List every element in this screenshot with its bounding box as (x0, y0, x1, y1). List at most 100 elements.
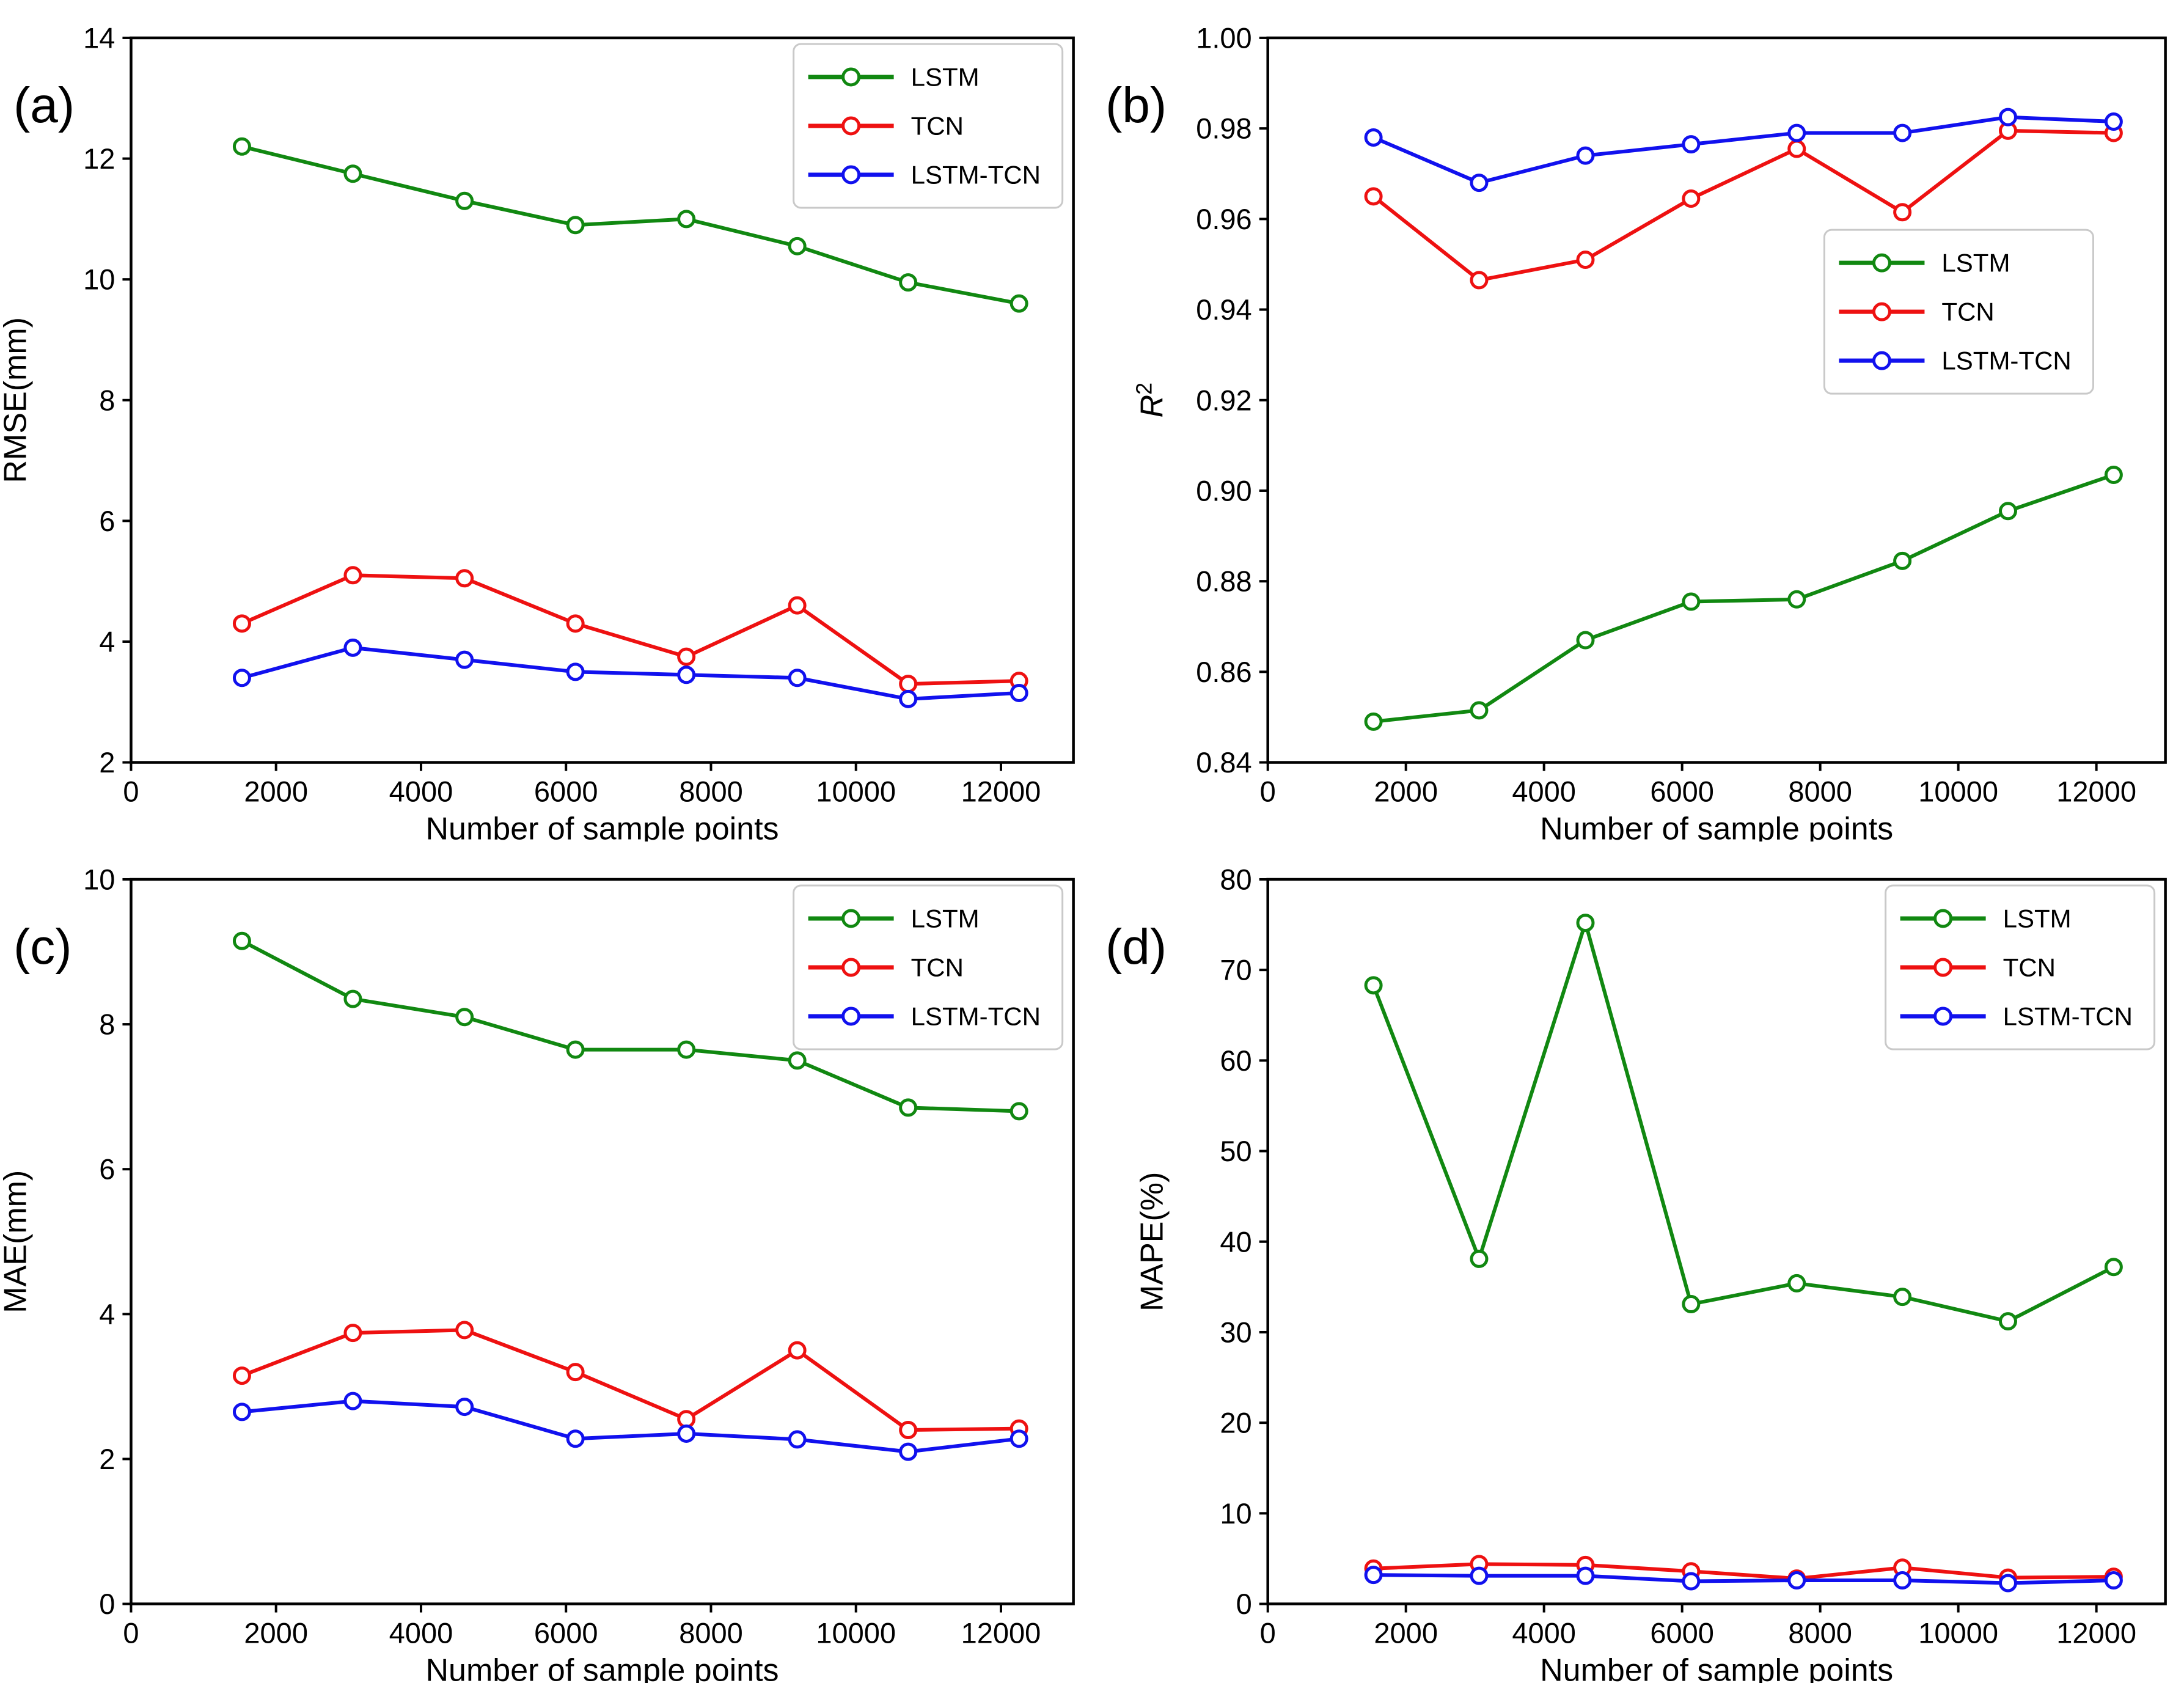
data-point-marker-LSTM-TCN (899, 689, 918, 708)
data-point-marker-TCN (343, 566, 362, 585)
data-point-marker-LSTM (343, 164, 362, 183)
legend-item-LSTM: LSTM (1900, 904, 2072, 933)
y-tick-label: 10 (83, 863, 115, 895)
data-point-marker-LSTM-TCN (1893, 123, 1912, 142)
data-point-marker-TCN (1682, 189, 1701, 208)
legend-marker-icon (841, 909, 861, 928)
data-point-marker-LSTM (1998, 1312, 2017, 1331)
data-point-marker-LSTM (2104, 1258, 2123, 1277)
x-tick-label: 6000 (534, 1617, 598, 1649)
chart-canvas: 0 10 20 30 40 50 60 70 80 0 2000 4000 6000 8000 10000 1… (1105, 863, 2167, 1683)
x-tick-label: 6000 (534, 776, 598, 808)
x-tick-label: 10000 (816, 1617, 896, 1649)
legend-box (1885, 884, 2156, 1050)
y-axis-label: R2 (1132, 383, 1170, 418)
data-point-marker-LSTM (788, 237, 807, 255)
series-line-LSTM-TCN (1373, 1573, 2114, 1585)
x-tick-label: 0 (1260, 776, 1276, 808)
data-point-marker-LSTM-TCN (1364, 128, 1383, 147)
legend-item-LSTM-TCN: LSTM-TCN (1900, 1002, 2133, 1030)
data-point-marker-LSTM (1010, 1102, 1028, 1121)
legend-item-LSTM: LSTM (808, 904, 980, 933)
subplot-d: 0 10 20 30 40 50 60 70 80 0 2000 4000 6000 8000 10000 1… (1092, 842, 2184, 1683)
x-tick-label: 6000 (1650, 776, 1714, 808)
data-point-marker-LSTM-TCN (1470, 1566, 1489, 1585)
data-point-marker-TCN (677, 647, 696, 666)
data-point-marker-LSTM-TCN (1576, 146, 1595, 165)
y-tick-label: 20 (1220, 1407, 1251, 1439)
y-tick-label: 2 (99, 746, 115, 779)
y-tick-label: 10 (1220, 1497, 1251, 1530)
y-tick-label: 14 (83, 21, 115, 54)
series-line-TCN (241, 1328, 1019, 1432)
legend-item-LSTM-TCN: LSTM-TCN (808, 160, 1041, 189)
data-point-marker-LSTM (232, 137, 251, 156)
x-tick-label: 10000 (1918, 1617, 1998, 1649)
data-point-marker-LSTM-TCN (343, 1392, 362, 1410)
y-tick-label: 6 (99, 505, 115, 537)
data-point-marker-LSTM (455, 1008, 474, 1027)
data-point-marker-LSTM (677, 210, 696, 229)
legend-item-TCN: TCN (808, 111, 964, 140)
y-tick-label: 8 (99, 384, 115, 416)
legend-marker-icon (841, 1007, 861, 1026)
data-point-marker-LSTM (677, 1040, 696, 1059)
legend-label: LSTM-TCN (2003, 1002, 2133, 1030)
x-tick-label: 2000 (244, 776, 308, 808)
data-point-marker-TCN (232, 1366, 251, 1385)
data-point-marker-LSTM-TCN (232, 669, 251, 688)
data-point-marker-LSTM-TCN (788, 1430, 807, 1449)
x-tick-label: 10000 (1918, 776, 1998, 808)
legend-label: LSTM (911, 62, 980, 91)
data-point-marker-LSTM-TCN (232, 1402, 251, 1421)
data-point-marker-LSTM-TCN (1010, 683, 1028, 702)
y-tick-label: 2 (99, 1443, 115, 1475)
data-point-marker-LSTM-TCN (1576, 1566, 1595, 1585)
data-point-marker-TCN (1576, 251, 1595, 270)
y-axis-label: MAE(mm) (0, 1170, 33, 1313)
data-point-marker-LSTM-TCN (2104, 1571, 2123, 1590)
data-point-marker-TCN (343, 1324, 362, 1343)
data-point-marker-LSTM-TCN (1364, 1566, 1383, 1585)
data-point-marker-TCN (1364, 187, 1383, 206)
legend: LSTM TCN LSTM-TCN (793, 884, 1064, 1050)
x-axis-label: Number of sample points (1540, 1653, 1893, 1683)
legend-marker-icon (841, 165, 861, 185)
legend-item-LSTM-TCN: LSTM-TCN (1839, 346, 2072, 375)
data-point-marker-LSTM-TCN (1682, 1572, 1701, 1591)
data-point-marker-TCN (232, 614, 251, 633)
legend: LSTM TCN LSTM-TCN (793, 43, 1064, 209)
data-point-marker-LSTM (1682, 1295, 1701, 1314)
subplot-c: 0 2 4 6 8 10 0 2000 4000 6000 8000 10000 12000 Number… (0, 842, 1092, 1683)
data-point-marker-LSTM (1787, 1274, 1806, 1292)
y-tick-label: 0.92 (1196, 384, 1251, 416)
data-point-marker-TCN (899, 1421, 918, 1440)
data-point-marker-LSTM-TCN (1787, 123, 1806, 142)
legend: LSTM TCN LSTM-TCN (1823, 229, 2094, 395)
y-tick-label: 30 (1220, 1316, 1251, 1348)
series-line-LSTM (241, 939, 1019, 1113)
legend-item-LSTM: LSTM (1839, 249, 2010, 277)
series-line-TCN (241, 573, 1019, 686)
x-axis-label: Number of sample points (426, 812, 779, 842)
legend-item-TCN: TCN (1839, 298, 1995, 326)
legend-label: LSTM (911, 904, 980, 933)
y-tick-label: 60 (1220, 1044, 1251, 1077)
x-tick-label: 0 (123, 776, 139, 808)
x-axis-label: Number of sample points (426, 1653, 779, 1683)
series-line-LSTM (1371, 921, 2115, 1324)
data-point-marker-LSTM (2104, 466, 2123, 485)
data-point-marker-LSTM (1893, 551, 1912, 570)
axes-frame (130, 878, 1075, 1605)
y-tick-label: 0 (99, 1588, 115, 1620)
legend-item-LSTM: LSTM (808, 62, 980, 91)
legend-marker-icon (841, 67, 861, 87)
y-tick-label: 0.94 (1196, 293, 1251, 326)
data-point-marker-LSTM-TCN (1470, 174, 1489, 193)
x-tick-label: 8000 (679, 1617, 743, 1649)
data-point-marker-LSTM (899, 273, 918, 292)
subplot-b: 0.84 0.86 0.88 0.90 0.92 0.94 0.96 0.98 1.00 0 200… (1092, 0, 2184, 842)
x-tick-label: 4000 (389, 776, 453, 808)
legend-box (793, 884, 1064, 1050)
legend-label: LSTM-TCN (1941, 346, 2071, 375)
